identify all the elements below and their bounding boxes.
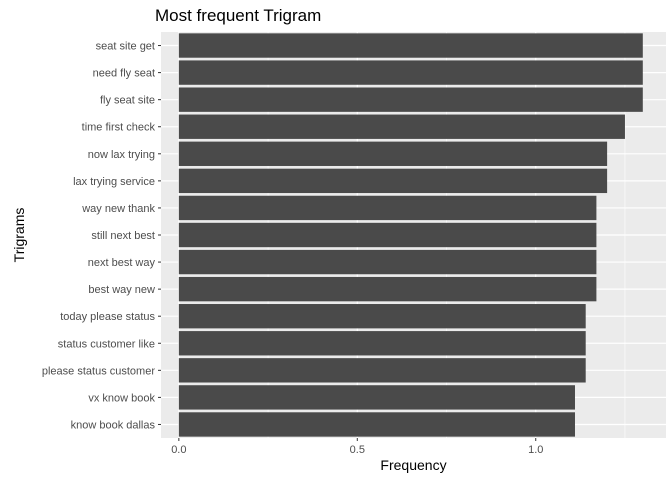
bar	[178, 304, 586, 329]
bars	[178, 33, 643, 437]
y-tick-label: next best way	[88, 257, 156, 269]
bar	[178, 87, 643, 112]
x-axis: 0.0 0.5 1.0	[171, 438, 543, 456]
y-tick-label: need fly seat	[93, 68, 155, 80]
chart-title: Most frequent Trigram	[155, 6, 321, 25]
x-axis-title: Frequency	[380, 457, 446, 473]
y-tick-label: now lax trying	[88, 149, 155, 161]
y-tick-label: know book dallas	[71, 419, 156, 431]
x-tick-label: 0.0	[171, 444, 186, 456]
y-tick-label: seat site get	[96, 41, 155, 53]
x-tick-label: 0.5	[350, 444, 365, 456]
y-tick-label: time first check	[82, 122, 156, 134]
bar	[178, 358, 586, 383]
y-tick-label: fly seat site	[100, 95, 155, 107]
y-tick-label: status customer like	[58, 338, 155, 350]
bar	[178, 60, 643, 85]
y-tick-label: today please status	[60, 311, 155, 323]
bar	[178, 33, 643, 58]
bar	[178, 222, 597, 248]
bar	[178, 276, 597, 302]
y-axis: seat site get need fly seat fly seat site t…	[42, 41, 161, 431]
bar	[178, 331, 586, 356]
x-tick-label: 1.0	[528, 444, 543, 456]
bar	[178, 249, 597, 275]
y-tick-label: vx know book	[88, 392, 155, 404]
bar	[178, 412, 575, 437]
y-tick-label: please status customer	[42, 365, 155, 377]
y-tick-label: lax trying service	[73, 176, 155, 188]
bar	[178, 385, 575, 410]
y-axis-title: Trigrams	[11, 208, 27, 263]
y-tick-label: way new thank	[81, 203, 155, 215]
bar	[178, 141, 608, 166]
y-tick-label: best way new	[88, 284, 155, 296]
bar	[178, 114, 625, 139]
bar	[178, 195, 597, 221]
y-tick-label: still next best	[91, 230, 155, 242]
bar	[178, 168, 608, 194]
